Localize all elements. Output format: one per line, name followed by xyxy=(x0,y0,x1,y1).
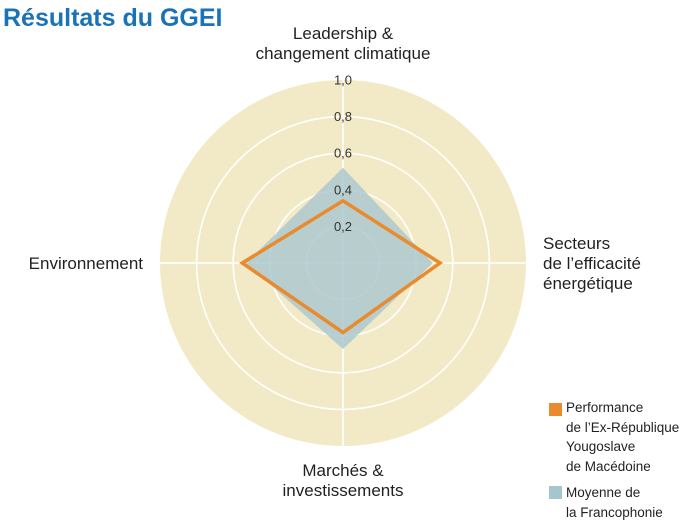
chart-title: Résultats du GGEI xyxy=(3,4,223,32)
tick-label-1: 0,2 xyxy=(334,219,352,234)
axis-label-marches-investissements: Marchés & investissements xyxy=(282,461,404,500)
tick-label-3: 0,6 xyxy=(334,146,352,161)
legend-label-moyenne: Moyenne de la Francophonie xyxy=(566,485,663,520)
series-polygon-1 xyxy=(239,198,444,335)
legend-swatch-performance xyxy=(549,403,562,416)
axis-label-environnement: Environnement xyxy=(28,254,143,273)
legend-swatch-moyenne xyxy=(549,486,562,499)
radar-series xyxy=(239,167,444,349)
tick-label-5: 1,0 xyxy=(334,73,352,88)
tick-label-4: 0,8 xyxy=(334,109,352,124)
axis-label-leadership: Leadership & changement climatique xyxy=(255,24,431,63)
tick-label-2: 0,4 xyxy=(334,182,352,197)
legend-label-performance: Performance de l’Ex-République Yougoslav… xyxy=(566,400,680,474)
axis-label-efficacite-energetique: Secteurs de l’efficacité énergétique xyxy=(543,234,641,293)
radar-tick-labels: 0,2 0,4 0,6 0,8 1,0 xyxy=(334,73,352,234)
